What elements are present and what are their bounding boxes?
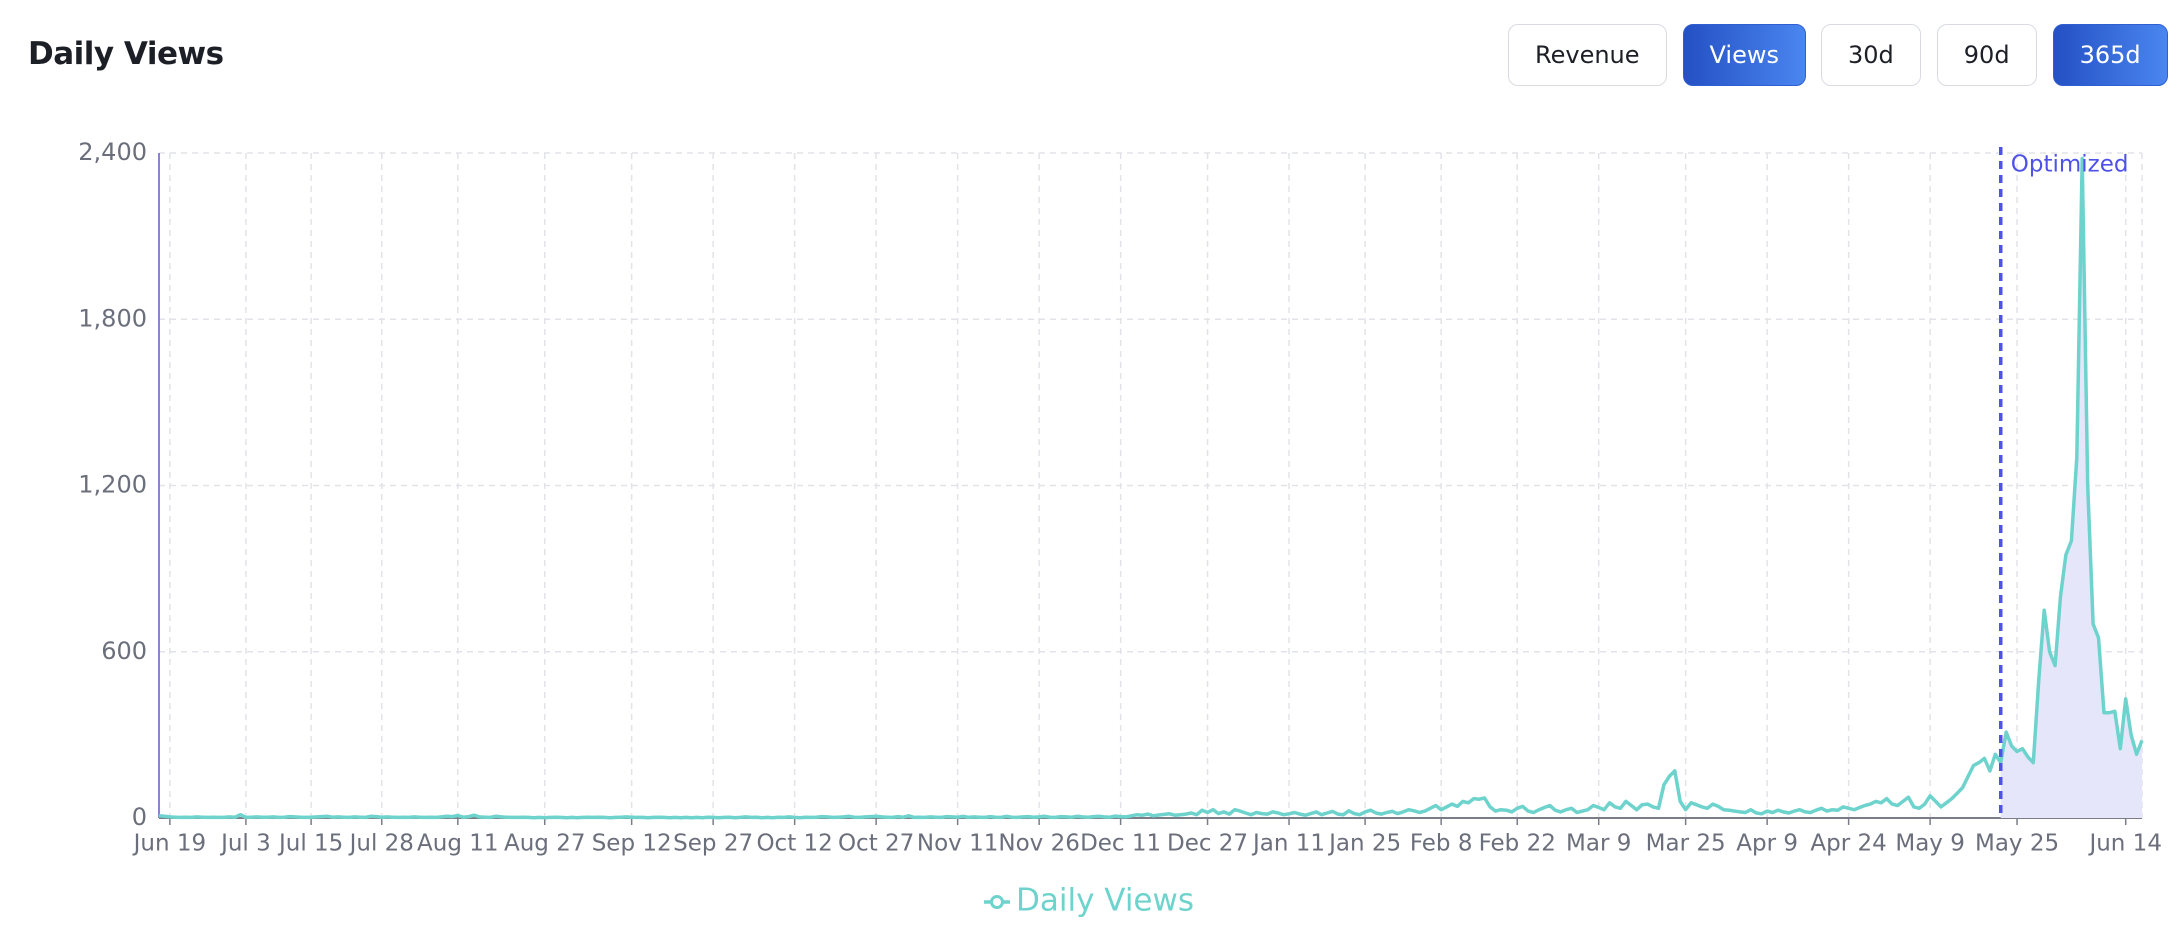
x-tick-label: Nov 26 — [998, 831, 1079, 857]
x-tick-label: Dec 11 — [1080, 831, 1161, 857]
x-tick-label: Jun 19 — [132, 831, 207, 857]
y-tick-label: 1,800 — [78, 304, 147, 332]
x-tick-label: Jul 15 — [277, 831, 343, 857]
shaded-area — [2000, 158, 2142, 818]
x-tick-label: Feb 8 — [1410, 831, 1473, 857]
x-tick-label: Apr 9 — [1736, 831, 1798, 857]
toggle-button[interactable]: Views — [1682, 24, 1806, 86]
y-tick-label: 1,200 — [78, 471, 147, 499]
x-tick-label: Aug 27 — [504, 831, 586, 857]
x-tick-label: Oct 12 — [756, 831, 832, 857]
x-tick-label: Jan 11 — [1251, 831, 1325, 857]
range-buttons: 30d 90d 365d — [1821, 24, 2168, 86]
x-tick-label: May 25 — [1975, 831, 2059, 857]
page-title: Daily Views — [28, 36, 224, 72]
toggle-button[interactable]: 365d — [2052, 24, 2168, 86]
x-tick-label: Nov 11 — [917, 831, 998, 857]
x-tick-label: Jan 25 — [1327, 831, 1401, 857]
data-line — [158, 156, 2144, 820]
toggle-button[interactable]: Revenue — [1508, 24, 1667, 86]
metric-buttons: Revenue Views — [1508, 24, 1806, 86]
x-tick-label: May 9 — [1895, 831, 1965, 857]
x-tick-label: Apr 24 — [1810, 831, 1886, 857]
x-tick-label: Mar 9 — [1566, 831, 1631, 857]
x-tick-label: Feb 22 — [1479, 831, 1556, 857]
x-tick-label: Jul 28 — [348, 831, 414, 857]
x-tick-label: Sep 12 — [592, 831, 672, 857]
y-tick-label: 2,400 — [78, 138, 147, 166]
x-tick-label: Jun 14 — [2087, 831, 2162, 857]
x-tick-label: Aug 11 — [417, 831, 499, 857]
x-tick-label: Sep 27 — [673, 831, 753, 857]
toggle-button[interactable]: 90d — [1936, 24, 2037, 86]
toggle-button[interactable]: 30d — [1821, 24, 1921, 86]
y-tick-label: 600 — [101, 637, 147, 665]
y-tick-label: 0 — [132, 803, 147, 831]
x-tick-label: Dec 27 — [1167, 831, 1248, 857]
legend-label: Daily Views — [1016, 883, 1194, 919]
annotation-label: Optimized — [2011, 152, 2129, 178]
x-tick-label: Oct 27 — [838, 831, 914, 857]
legend-swatch-dot — [990, 895, 1004, 909]
x-tick-label: Mar 25 — [1646, 831, 1726, 857]
x-tick-label: Jul 3 — [219, 831, 271, 857]
